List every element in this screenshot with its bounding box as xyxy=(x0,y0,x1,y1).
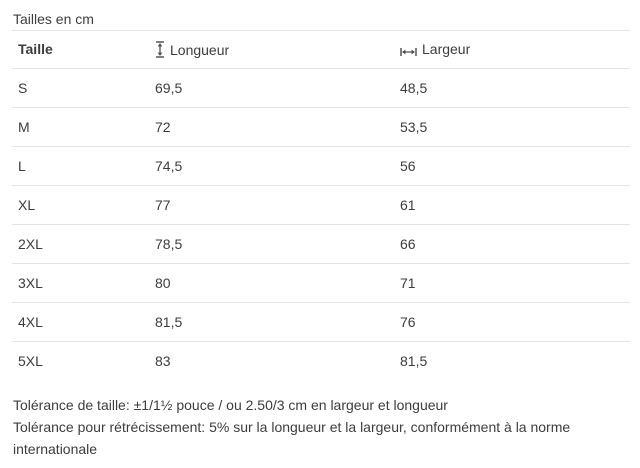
cell-largeur: 71 xyxy=(400,263,630,303)
size-chart-title: Tailles en cm xyxy=(12,0,630,31)
cell-largeur: 81,5 xyxy=(400,352,428,369)
cell-longueur: 72 xyxy=(155,107,400,147)
cell-longueur: 69,5 xyxy=(155,68,400,108)
cell-longueur: 80 xyxy=(155,263,400,303)
cell-largeur: 61 xyxy=(400,185,630,225)
column-header-taille: Taille xyxy=(12,31,155,69)
cell-longueur: 78,5 xyxy=(155,224,400,264)
cell-longueur: 74,5 xyxy=(155,146,400,186)
cell-taille: 3XL xyxy=(12,263,155,303)
cell-largeur: 48,5 xyxy=(400,68,630,108)
height-arrow-icon xyxy=(155,41,165,58)
cell-largeur: 53,5 xyxy=(400,107,630,147)
cell-taille: S xyxy=(12,68,155,108)
tolerance-note-shrinkage: Tolérance pour rétrécissement: 5% sur la… xyxy=(13,419,571,457)
cell-longueur: 83 xyxy=(155,352,171,369)
size-table: Taille Longueur xyxy=(12,31,630,380)
size-row: M 72 53,5 xyxy=(12,107,630,147)
cell-taille: L xyxy=(12,146,155,186)
column-header-largeur: Largeur xyxy=(400,31,630,69)
width-arrow-icon xyxy=(400,41,417,57)
cell-taille: 5XL xyxy=(18,352,43,369)
size-row: L 74,5 56 xyxy=(12,146,630,186)
cell-longueur: 77 xyxy=(155,185,400,225)
cell-taille: XL xyxy=(12,185,155,225)
column-header-longueur: Longueur xyxy=(155,31,400,69)
cell-taille: 2XL xyxy=(12,224,155,264)
size-row: 3XL 80 71 xyxy=(12,263,630,303)
column-header-largeur-label: Largeur xyxy=(422,41,471,58)
size-row: 5XL 83 81,5 xyxy=(12,341,630,380)
size-row: 2XL 78,5 66 xyxy=(12,224,630,264)
cell-largeur: 66 xyxy=(400,224,630,264)
size-table-header-row: Taille Longueur xyxy=(12,31,630,69)
size-row: 4XL 81,5 76 xyxy=(12,302,630,342)
size-row: XL 77 61 xyxy=(12,185,630,225)
cell-largeur: 56 xyxy=(400,146,630,186)
size-row: S 69,5 48,5 xyxy=(12,68,630,108)
tolerance-notes: Tolérance de taille: ±1/1½ pouce / ou 2.… xyxy=(12,394,628,460)
tolerance-note-size: Tolérance de taille: ±1/1½ pouce / ou 2.… xyxy=(13,397,448,413)
cell-longueur: 81,5 xyxy=(155,302,400,342)
cell-taille: 4XL xyxy=(12,302,155,342)
cell-largeur: 76 xyxy=(400,302,630,342)
cell-taille: M xyxy=(12,107,155,147)
column-header-longueur-label: Longueur xyxy=(170,41,230,58)
